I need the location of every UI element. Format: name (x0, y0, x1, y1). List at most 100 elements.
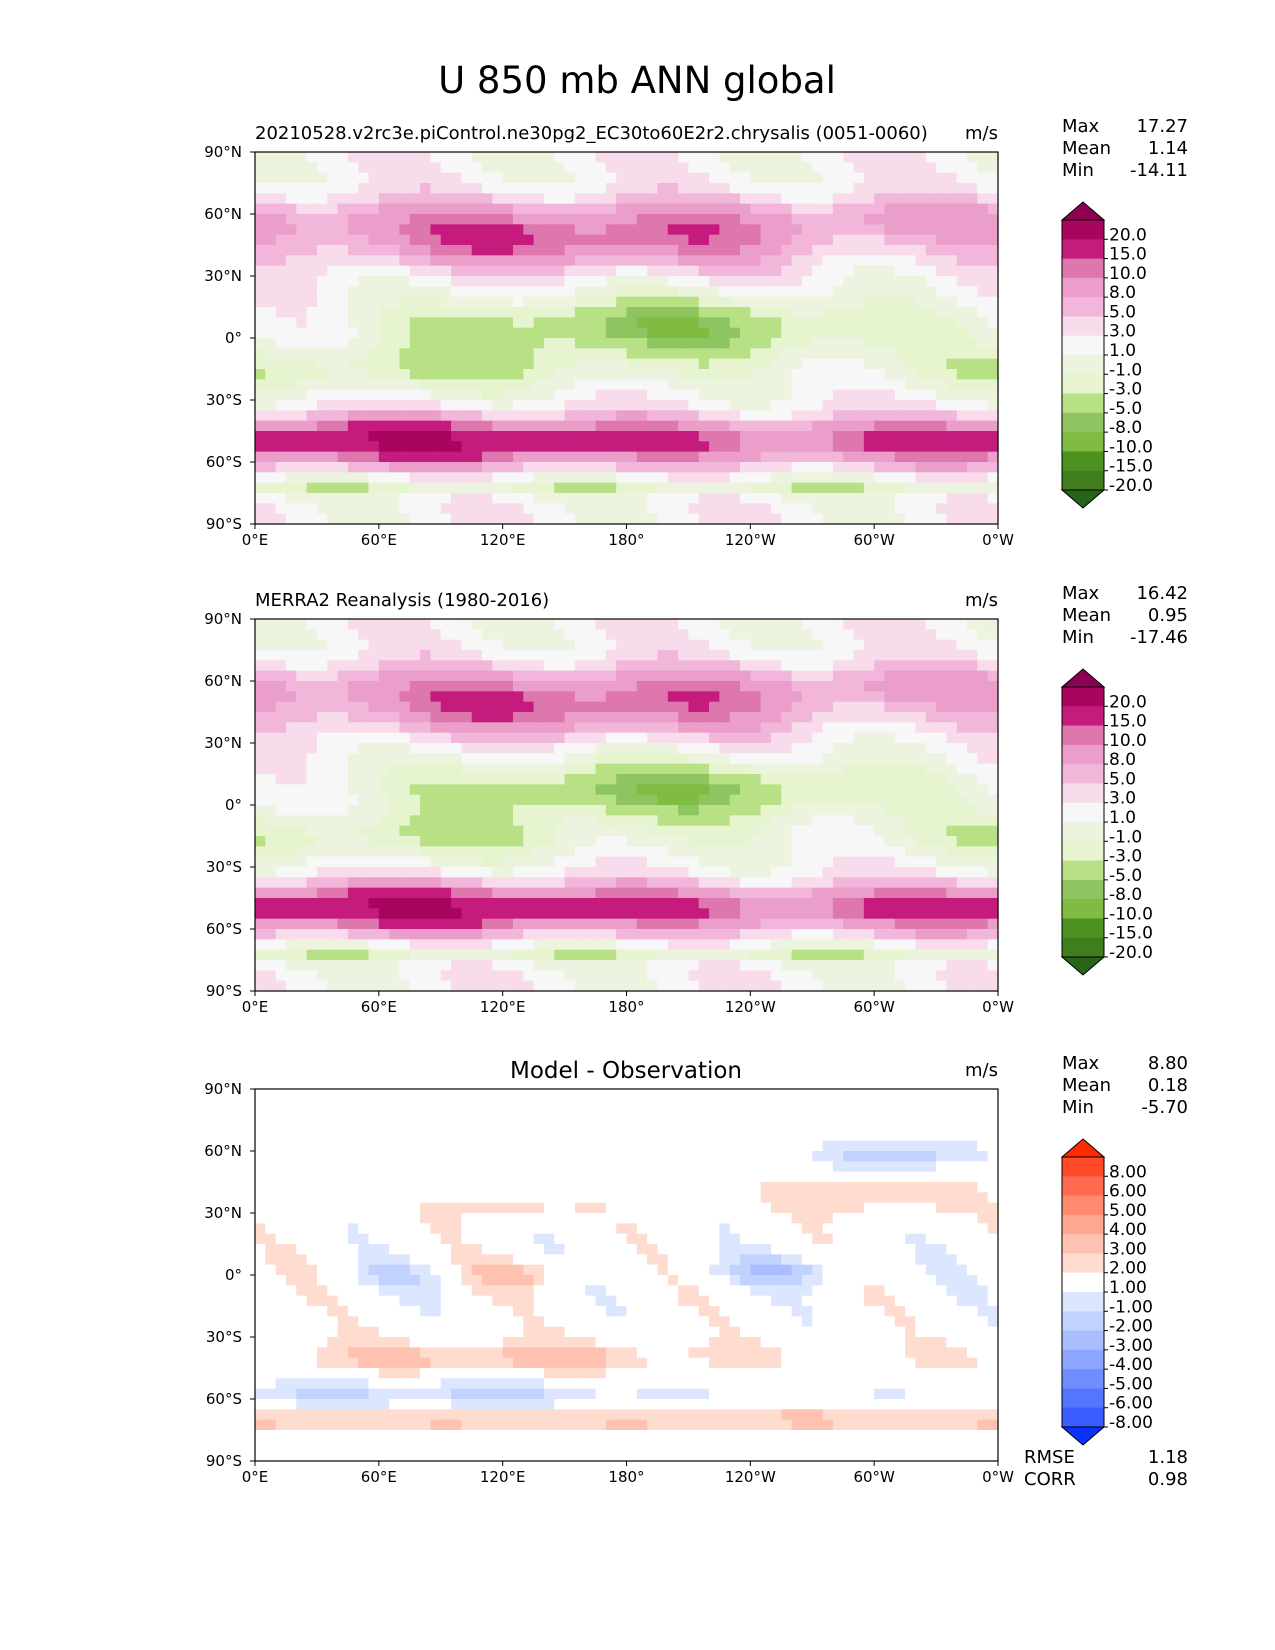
map-cell (626, 712, 638, 723)
map-cell (967, 856, 978, 868)
map-cell (987, 815, 999, 827)
map-cell (533, 743, 545, 754)
map-cell (678, 877, 690, 889)
colorbar-band (1062, 258, 1104, 279)
map-cell (595, 887, 607, 899)
map-cell (543, 276, 555, 287)
map-cell (905, 307, 917, 318)
map-cell (296, 472, 308, 484)
map-cell (956, 286, 968, 298)
map-cell (533, 348, 545, 360)
map-cell (585, 431, 597, 442)
map-cell (595, 908, 607, 920)
map-cell (760, 317, 772, 329)
map-cell (265, 794, 277, 806)
map-cell (678, 887, 690, 899)
map-cell (430, 763, 442, 775)
colorbar-extend-bottom (1060, 489, 1106, 509)
map-cell (636, 172, 648, 184)
map-cell (255, 722, 266, 734)
map-cell (492, 867, 504, 878)
map-cell (533, 162, 545, 174)
map-cell (647, 743, 659, 754)
map-cell (750, 441, 762, 453)
map-cell (389, 234, 401, 246)
map-cell (409, 224, 421, 236)
map-cell (657, 836, 669, 847)
map-cell (760, 234, 772, 246)
map-cell (296, 255, 308, 267)
map-cell (667, 712, 679, 723)
map-cell (977, 214, 989, 225)
map-cell (502, 338, 514, 349)
map-cell (399, 877, 411, 889)
map-cell (987, 929, 999, 940)
map-cell (977, 639, 989, 651)
map-cell (884, 369, 896, 380)
map-cell (347, 918, 359, 930)
map-cell (956, 400, 968, 411)
map-cell (306, 296, 318, 308)
map-cell (812, 732, 824, 744)
map-cell (719, 234, 731, 246)
map-cell (595, 307, 607, 318)
map-cell (853, 152, 865, 163)
map-cell (440, 379, 452, 391)
map-cell (265, 784, 277, 796)
map-cell (585, 462, 597, 473)
map-cell (801, 513, 813, 525)
map-cell (822, 389, 834, 401)
map-cell (740, 660, 751, 672)
colorbar-band (1062, 393, 1104, 414)
map-cell (719, 908, 731, 920)
map-cell (626, 482, 638, 494)
map-cell (853, 410, 865, 422)
map-cell (378, 670, 390, 682)
map-cell (296, 743, 308, 754)
map-cell (760, 420, 772, 432)
map-cell (750, 193, 762, 205)
map-cell (801, 619, 813, 630)
map-cell (770, 276, 782, 287)
map-cell (389, 327, 401, 339)
map-cell (420, 794, 432, 806)
map-cell (255, 358, 266, 370)
map-cell (832, 670, 844, 682)
map-cell (574, 513, 586, 525)
map-cell (801, 193, 813, 205)
map-cell (440, 183, 452, 194)
map-cell (316, 681, 328, 692)
map-cell (368, 307, 380, 318)
map-cell (616, 939, 628, 951)
map-cell (523, 650, 535, 661)
map-cell (543, 877, 555, 889)
map-cell (832, 877, 844, 889)
map-cell (512, 908, 524, 920)
map-cell (347, 513, 359, 525)
map-cell (512, 701, 524, 713)
map-cell (275, 307, 287, 318)
map-cell (843, 805, 855, 816)
map-cell (285, 348, 297, 360)
map-cell (801, 670, 813, 682)
map-cell (760, 712, 772, 723)
map-cell (440, 513, 452, 525)
map-cell (543, 441, 555, 453)
map-cell (812, 887, 824, 899)
map-cell (368, 918, 380, 930)
map-cell (750, 660, 762, 672)
map-cell (853, 369, 865, 380)
map-cell (987, 472, 999, 484)
map-cell (327, 856, 339, 868)
map-cell (760, 296, 772, 308)
map-cell (812, 317, 824, 329)
map-cell (585, 681, 597, 692)
map-cell (306, 732, 318, 744)
map-cell (884, 172, 896, 184)
map-cell (884, 701, 896, 713)
map-cell (337, 732, 349, 744)
map-cell (543, 348, 555, 360)
map-cell (585, 183, 597, 194)
map-cell (884, 193, 896, 205)
x-tick-label: 180° (608, 531, 644, 549)
